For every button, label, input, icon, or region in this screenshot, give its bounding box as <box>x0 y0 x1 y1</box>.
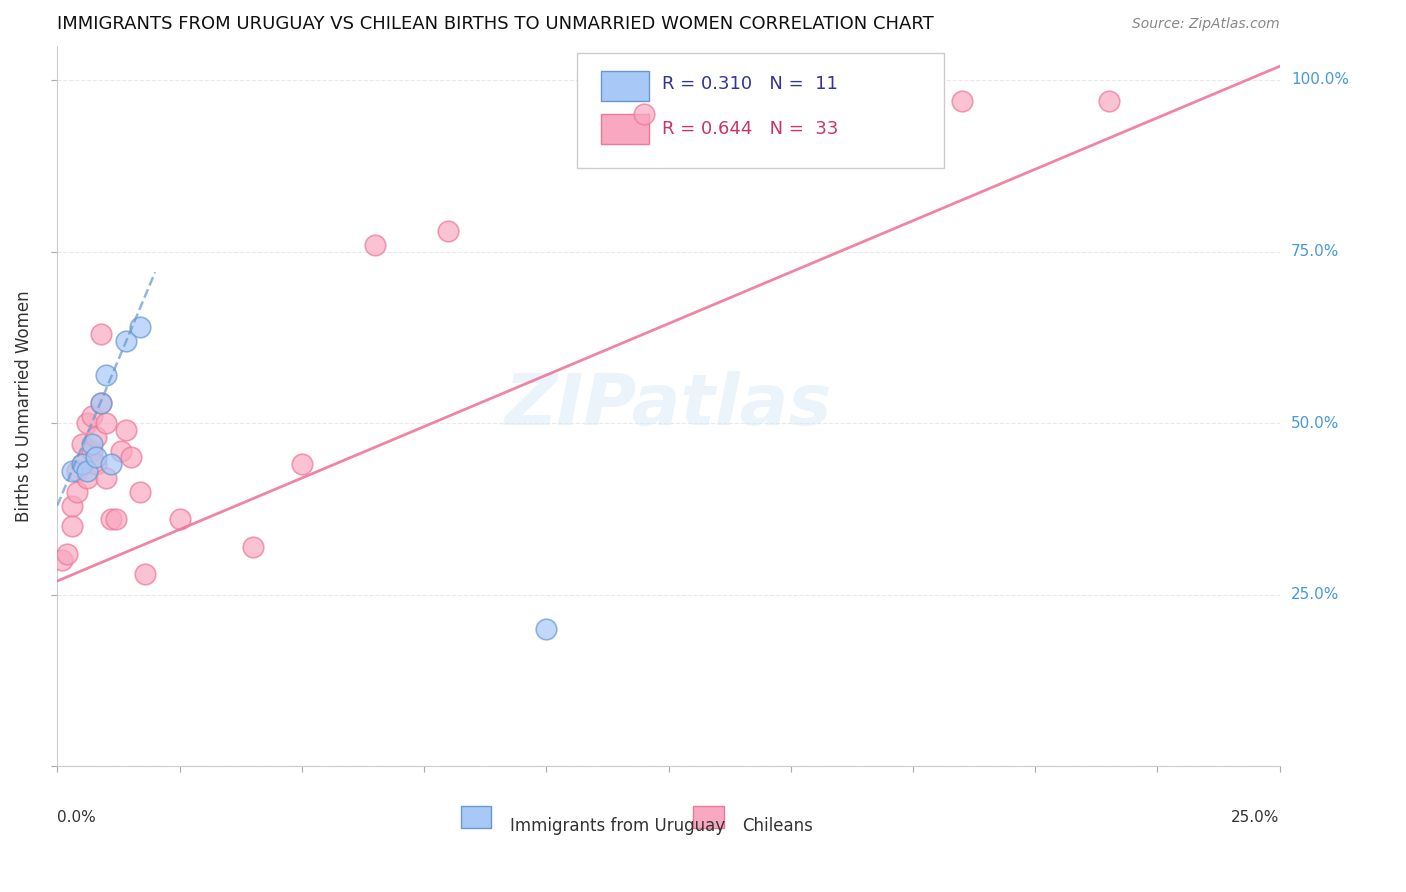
FancyBboxPatch shape <box>461 806 491 828</box>
Point <box>90 395 112 409</box>
Point <box>60 499 83 513</box>
Point <box>70 436 93 450</box>
Text: 25.0%: 25.0% <box>1291 587 1339 602</box>
Point <box>96 416 118 430</box>
Point <box>86 430 108 444</box>
Point <box>80 443 103 458</box>
Point <box>96 471 118 485</box>
Point <box>96 368 118 383</box>
Text: 50.0%: 50.0% <box>1291 416 1339 431</box>
Point <box>80 436 103 450</box>
Text: R = 0.644   N =  33: R = 0.644 N = 33 <box>662 120 839 137</box>
Point <box>100 458 122 472</box>
Point <box>364 237 387 252</box>
Text: Chileans: Chileans <box>742 817 813 835</box>
Point <box>291 458 314 472</box>
Point <box>86 450 108 465</box>
Point <box>51 553 73 567</box>
Text: 100.0%: 100.0% <box>1291 72 1348 87</box>
Point <box>90 326 112 341</box>
Text: 25.0%: 25.0% <box>1232 810 1279 824</box>
Point <box>1097 94 1119 108</box>
Point <box>90 395 112 409</box>
Point <box>950 94 973 108</box>
Point <box>134 567 156 582</box>
Point <box>114 334 136 348</box>
FancyBboxPatch shape <box>602 114 650 145</box>
Point <box>100 512 122 526</box>
Point <box>76 464 98 478</box>
Text: Immigrants from Uruguay: Immigrants from Uruguay <box>509 817 724 835</box>
Point <box>242 540 264 554</box>
Text: R = 0.310   N =  11: R = 0.310 N = 11 <box>662 75 838 93</box>
Point <box>80 409 103 424</box>
Point <box>70 458 93 472</box>
Point <box>104 512 127 526</box>
Text: 0.0%: 0.0% <box>58 810 96 824</box>
Point <box>129 484 152 499</box>
Point <box>114 423 136 437</box>
Point <box>86 458 108 472</box>
Point <box>76 416 98 430</box>
Point <box>120 450 142 465</box>
Point <box>60 519 83 533</box>
Text: IMMIGRANTS FROM URUGUAY VS CHILEAN BIRTHS TO UNMARRIED WOMEN CORRELATION CHART: IMMIGRANTS FROM URUGUAY VS CHILEAN BIRTH… <box>58 15 934 33</box>
Point <box>536 622 558 636</box>
FancyBboxPatch shape <box>602 70 650 101</box>
Point <box>56 547 79 561</box>
Point <box>66 464 89 478</box>
Point <box>66 484 89 499</box>
Text: Source: ZipAtlas.com: Source: ZipAtlas.com <box>1132 17 1279 31</box>
Y-axis label: Births to Unmarried Women: Births to Unmarried Women <box>15 290 32 522</box>
Point <box>70 458 93 472</box>
Text: ZIPatlas: ZIPatlas <box>505 371 832 441</box>
Point <box>129 320 152 334</box>
Point <box>633 107 655 121</box>
Text: 75.0%: 75.0% <box>1291 244 1339 259</box>
Point <box>169 512 191 526</box>
Point <box>437 224 460 238</box>
Point <box>110 443 132 458</box>
Point <box>76 471 98 485</box>
FancyBboxPatch shape <box>693 806 724 828</box>
Point <box>60 464 83 478</box>
FancyBboxPatch shape <box>576 53 943 169</box>
